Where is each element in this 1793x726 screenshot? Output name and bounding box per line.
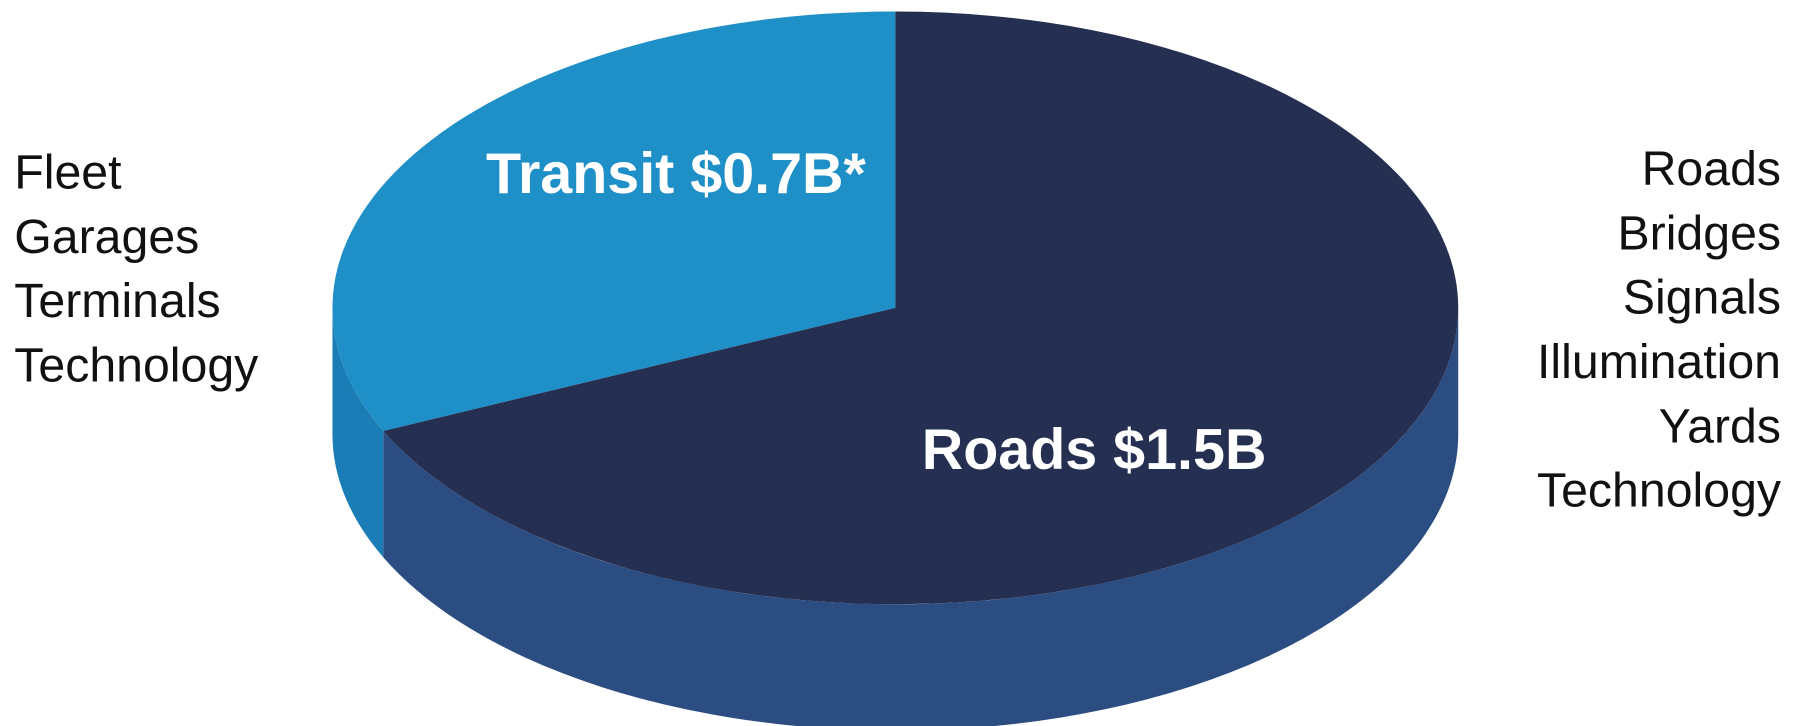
pie-slice — [332, 11, 896, 431]
pie-side — [383, 307, 1459, 726]
pie-3d: Transit $0.7B* Roads $1.5B — [332, 11, 1459, 726]
value-label: Transit $0.7B* — [486, 142, 866, 206]
right-list-item: Bridges — [1617, 206, 1781, 260]
left-list-item: Garages — [14, 210, 199, 264]
pie-side — [332, 307, 384, 558]
right-list: Roads Bridges Signals Illumination Yards Tech… — [1537, 142, 1782, 518]
value-label: Roads $1.5B — [922, 418, 1267, 482]
right-list-item: Signals — [1623, 271, 1781, 325]
left-list-item: Technology — [14, 338, 259, 392]
right-list-item: Roads — [1642, 142, 1781, 196]
left-list-item: Fleet — [14, 146, 122, 200]
pie-slice — [383, 11, 1459, 605]
right-list-item: Yards — [1659, 399, 1781, 453]
right-list-item: Technology — [1537, 464, 1782, 518]
left-list: Fleet Garages Terminals Technology — [14, 146, 259, 393]
right-list-item: Illumination — [1537, 335, 1781, 389]
left-list-item: Terminals — [14, 274, 220, 328]
